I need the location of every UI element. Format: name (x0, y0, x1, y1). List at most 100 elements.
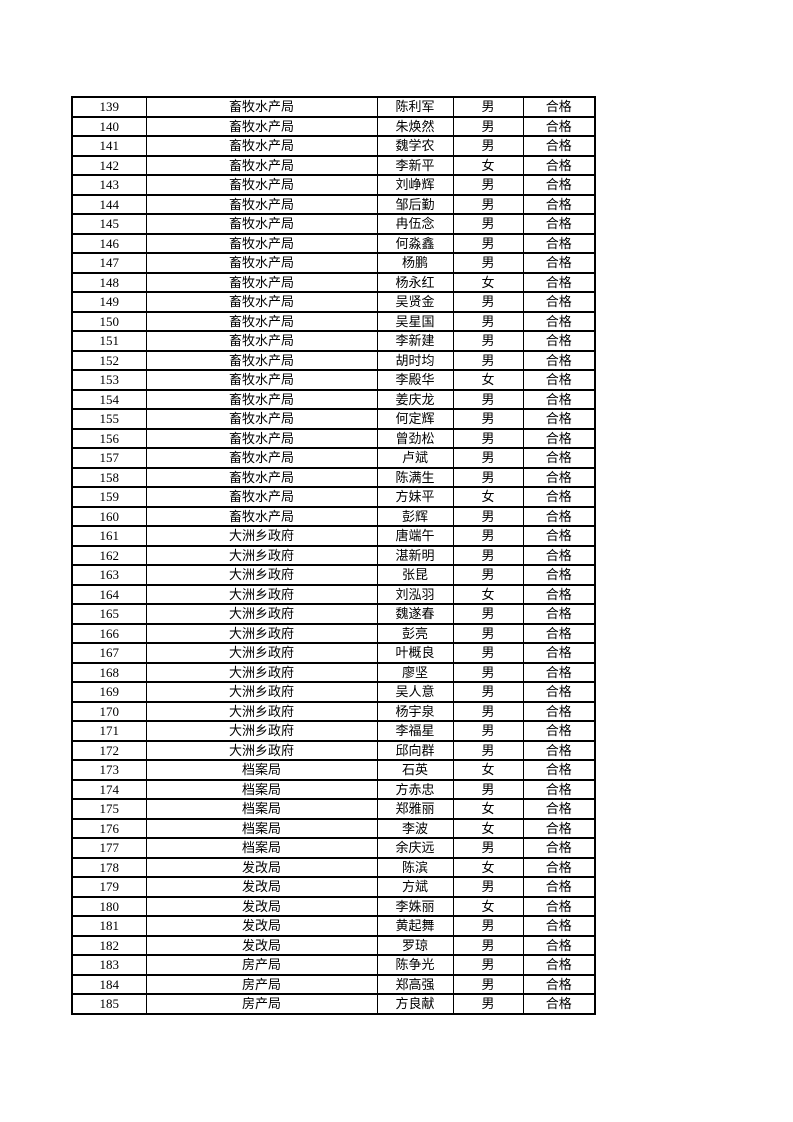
cell-name: 黄起舞 (376, 915, 454, 937)
cell-gender: 男 (452, 447, 524, 469)
cell-result: 合格 (522, 271, 596, 293)
cell-index: 145 (71, 213, 147, 235)
table-row: 152 畜牧水产局 胡时均男合格 (71, 349, 596, 371)
table-row: 145 畜牧水产局 冉伍念男合格 (71, 213, 596, 235)
table-row: 168 大洲乡政府 廖坚男合格 (71, 661, 596, 683)
cell-name: 湛新明 (376, 544, 454, 566)
table-row: 173 档案局 石英女合格 (71, 759, 596, 781)
cell-name: 陈满生 (376, 466, 454, 488)
cell-name: 刘泓羽 (376, 583, 454, 605)
cell-index: 178 (71, 856, 147, 878)
cell-gender: 男 (452, 622, 524, 644)
cell-result: 合格 (522, 252, 596, 274)
table-row: 155 畜牧水产局 何定辉男合格 (71, 408, 596, 430)
table-row: 143 畜牧水产局 刘峥辉男合格 (71, 174, 596, 196)
cell-department: 房产局 (145, 993, 378, 1015)
cell-gender: 男 (452, 505, 524, 527)
cell-result: 合格 (522, 310, 596, 332)
table-row: 166 大洲乡政府 彭亮男合格 (71, 622, 596, 644)
cell-name: 李波 (376, 817, 454, 839)
cell-gender: 男 (452, 427, 524, 449)
cell-index: 174 (71, 778, 147, 800)
cell-name: 陈滨 (376, 856, 454, 878)
cell-department: 畜牧水产局 (145, 154, 378, 176)
table-row: 141 畜牧水产局 魏学农男合格 (71, 135, 596, 157)
cell-department: 畜牧水产局 (145, 291, 378, 313)
cell-index: 156 (71, 427, 147, 449)
cell-gender: 男 (452, 934, 524, 956)
table-row: 184 房产局 郑高强男合格 (71, 973, 596, 995)
cell-result: 合格 (522, 817, 596, 839)
cell-name: 吴人意 (376, 681, 454, 703)
cell-result: 合格 (522, 934, 596, 956)
cell-gender: 女 (452, 583, 524, 605)
cell-index: 165 (71, 603, 147, 625)
cell-gender: 男 (452, 720, 524, 742)
cell-name: 彭辉 (376, 505, 454, 527)
table-row: 174 档案局 方赤忠男合格 (71, 778, 596, 800)
cell-gender: 男 (452, 349, 524, 371)
cell-name: 邹后勤 (376, 193, 454, 215)
cell-name: 杨宇泉 (376, 700, 454, 722)
cell-name: 吴贤金 (376, 291, 454, 313)
table-row: 156 畜牧水产局 曾劲松男合格 (71, 427, 596, 449)
cell-index: 154 (71, 388, 147, 410)
cell-index: 140 (71, 115, 147, 137)
cell-index: 163 (71, 564, 147, 586)
cell-gender: 男 (452, 525, 524, 547)
table-row: 140 畜牧水产局 朱焕然男合格 (71, 115, 596, 137)
cell-name: 方良献 (376, 993, 454, 1015)
cell-index: 185 (71, 993, 147, 1015)
cell-department: 畜牧水产局 (145, 252, 378, 274)
cell-index: 167 (71, 642, 147, 664)
cell-index: 171 (71, 720, 147, 742)
cell-gender: 女 (452, 369, 524, 391)
cell-result: 合格 (522, 115, 596, 137)
cell-gender: 男 (452, 544, 524, 566)
cell-department: 大洲乡政府 (145, 622, 378, 644)
roster-table-body: 139 畜牧水产局 陈利军男合格 140 畜牧水产局 朱焕然男合格 141 畜牧水产局 魏学农男… (71, 96, 596, 1015)
cell-index: 168 (71, 661, 147, 683)
cell-department: 大洲乡政府 (145, 583, 378, 605)
cell-index: 180 (71, 895, 147, 917)
cell-gender: 男 (452, 115, 524, 137)
table-row: 160 畜牧水产局 彭辉男合格 (71, 505, 596, 527)
cell-department: 畜牧水产局 (145, 115, 378, 137)
table-row: 149 畜牧水产局 吴贤金男合格 (71, 291, 596, 313)
cell-index: 142 (71, 154, 147, 176)
cell-department: 房产局 (145, 973, 378, 995)
cell-index: 157 (71, 447, 147, 469)
cell-result: 合格 (522, 486, 596, 508)
table-row: 157 畜牧水产局 卢斌男合格 (71, 447, 596, 469)
cell-result: 合格 (522, 505, 596, 527)
cell-gender: 女 (452, 759, 524, 781)
cell-name: 何定辉 (376, 408, 454, 430)
cell-result: 合格 (522, 915, 596, 937)
cell-result: 合格 (522, 213, 596, 235)
cell-department: 大洲乡政府 (145, 720, 378, 742)
cell-gender: 男 (452, 915, 524, 937)
cell-department: 畜牧水产局 (145, 505, 378, 527)
cell-name: 冉伍念 (376, 213, 454, 235)
table-row: 169 大洲乡政府 吴人意男合格 (71, 681, 596, 703)
cell-name: 李新平 (376, 154, 454, 176)
table-row: 181 发改局 黄起舞男合格 (71, 915, 596, 937)
table-row: 139 畜牧水产局 陈利军男合格 (71, 96, 596, 118)
cell-gender: 男 (452, 837, 524, 859)
table-row: 172 大洲乡政府 邱向群男合格 (71, 739, 596, 761)
cell-result: 合格 (522, 778, 596, 800)
table-row: 147 畜牧水产局 杨鹏男合格 (71, 252, 596, 274)
cell-name: 张昆 (376, 564, 454, 586)
cell-name: 廖坚 (376, 661, 454, 683)
cell-result: 合格 (522, 681, 596, 703)
cell-gender: 男 (452, 96, 524, 118)
cell-result: 合格 (522, 174, 596, 196)
cell-gender: 男 (452, 135, 524, 157)
cell-index: 166 (71, 622, 147, 644)
cell-department: 畜牧水产局 (145, 330, 378, 352)
cell-index: 181 (71, 915, 147, 937)
cell-department: 档案局 (145, 778, 378, 800)
cell-index: 150 (71, 310, 147, 332)
cell-department: 畜牧水产局 (145, 388, 378, 410)
cell-gender: 女 (452, 817, 524, 839)
